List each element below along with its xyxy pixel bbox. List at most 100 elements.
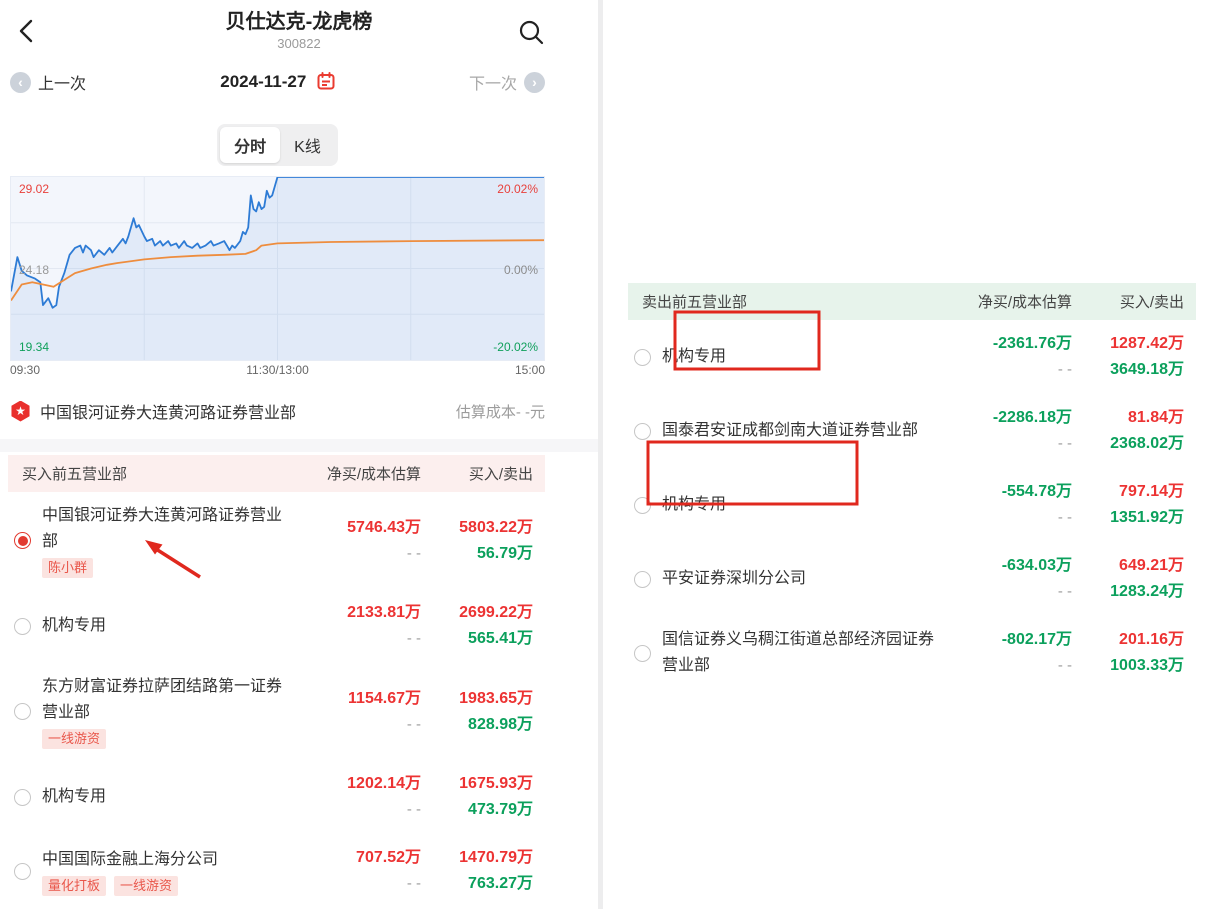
branch-radio[interactable] — [14, 788, 31, 806]
buy-table-row[interactable]: 中国国际金融上海分公司 量化打板 一线游资 707.52万 - - 1470.79万 763… — [8, 834, 545, 908]
branch-name: 中国银河证券大连黄河路证券营业部 — [42, 507, 283, 550]
buy-table-row[interactable]: 东方财富证券拉萨团结路第一证券营业部 一线游资 1154.67万 - - 1983.65… — [8, 663, 545, 760]
branch-name: 国信证券义乌稠江街道总部经济园证券营业部 — [662, 631, 935, 674]
buy-sell-cell: 1675.93万 473.79万 — [459, 775, 533, 818]
next-date-label: 下一次 — [468, 76, 517, 93]
buy-sell-cell: 649.21万 1283.24万 — [1110, 557, 1184, 600]
chart-x-axis: 09:30 11:30/13:00 15:00 — [10, 363, 545, 377]
branch-name: 东方财富证券拉萨团结路第一证券营业部 — [42, 678, 283, 721]
branch-name-block: 国信证券义乌稠江街道总部经济园证券营业部 — [662, 627, 952, 679]
left-panel: 贝仕达克-龙虎榜 300822 ‹ 上一次 2024-11-27 下一次 › — [0, 0, 598, 909]
buy-sell-cell: 1983.65万 828.98万 — [459, 689, 533, 733]
sell-table-row[interactable]: 国信证券义乌稠江街道总部经济园证券营业部 -802.17万 - - 201.16万 10… — [628, 616, 1196, 690]
sell-table-header: 卖出前五营业部 净买/成本估算 买入/卖出 — [628, 283, 1196, 320]
branch-name: 机构专用 — [662, 496, 727, 513]
branch-tag: 陈小群 — [42, 558, 94, 578]
right-panel: 卖出前五营业部 净买/成本估算 买入/卖出 机构专用 -2361.76万 - - 12… — [603, 0, 1208, 909]
section-divider — [0, 439, 598, 452]
x-tick-open: 09:30 — [10, 363, 41, 377]
branch-name-block: 中国国际金融上海分公司 量化打板 一线游资 — [42, 847, 301, 896]
buy-table-header: 买入前五营业部 净买/成本估算 买入/卖出 — [8, 455, 545, 492]
branch-tag: 量化打板 — [42, 875, 107, 896]
chart-price-high: 29.02 — [19, 182, 50, 196]
net-cost-cell: 1202.14万 - - — [347, 775, 421, 818]
sell-header-net: 净买/成本估算 — [977, 294, 1072, 311]
branch-name-block: 机构专用 — [42, 784, 301, 810]
buy-header-buysell: 买入/卖出 — [468, 466, 533, 483]
branch-name: 机构专用 — [662, 348, 727, 365]
net-cost-cell: -2361.76万 - - — [992, 335, 1072, 378]
branch-name: 平安证券深圳分公司 — [662, 570, 807, 587]
chart-pct-mid: 0.00% — [503, 263, 538, 277]
buy-table-rows: 中国银河证券大连黄河路证券营业部陈小群 5746.43万 - - 5803.22万 56… — [8, 492, 545, 908]
estimated-cost-label: 估算成本- -元 — [455, 403, 545, 421]
branch-radio[interactable] — [14, 617, 31, 635]
buy-sell-cell: 201.16万 1003.33万 — [1110, 631, 1184, 674]
chevron-right-circle-icon: › — [524, 71, 545, 93]
sell-table-row[interactable]: 机构专用 -554.78万 - - 797.14万 1351.92万 — [628, 468, 1196, 542]
buy-sell-cell: 5803.22万 56.79万 — [459, 518, 533, 562]
net-cost-cell: -2286.18万 - - — [992, 409, 1072, 452]
buy-header-name: 买入前五营业部 — [22, 466, 128, 483]
selected-branch-strip[interactable]: ★ 中国银河证券大连黄河路证券营业部 估算成本- -元 — [10, 392, 545, 430]
x-tick-midday: 11:30/13:00 — [246, 363, 309, 377]
branch-tag: 一线游资 — [42, 729, 107, 749]
buy-sell-cell: 2699.22万 565.41万 — [459, 604, 533, 647]
star-seal-icon: ★ — [11, 400, 30, 422]
branch-name-block: 机构专用 — [42, 613, 301, 639]
page-title: 贝仕达克-龙虎榜 — [225, 11, 373, 33]
chart-price-low: 19.34 — [19, 340, 50, 354]
tab-kline-chart[interactable]: K线 — [294, 139, 321, 156]
sell-table-row[interactable]: 国泰君安证成都剑南大道证券营业部 -2286.18万 - - 81.84万 2368.0… — [628, 394, 1196, 468]
branch-name-block: 国泰君安证成都剑南大道证券营业部 — [662, 418, 952, 444]
buy-sell-cell: 1287.42万 3649.18万 — [1110, 335, 1184, 378]
sell-table-rows: 机构专用 -2361.76万 - - 1287.42万 3649.18万国泰君安证成都剑… — [628, 320, 1196, 690]
branch-tags: 量化打板 一线游资 — [42, 875, 295, 896]
buy-sell-cell: 81.84万 2368.02万 — [1110, 409, 1184, 452]
buy-sell-cell: 1470.79万 763.27万 — [459, 849, 533, 892]
branch-radio[interactable] — [634, 422, 651, 440]
branch-tags: 一线游资 — [42, 729, 295, 749]
branch-radio[interactable] — [634, 570, 651, 588]
branch-radio[interactable] — [14, 703, 31, 720]
branch-name-block: 中国银河证券大连黄河路证券营业部陈小群 — [42, 503, 301, 578]
date-picker[interactable]: 2024-11-27 — [10, 72, 545, 92]
chart-pct-high: 20.02% — [497, 182, 538, 196]
intraday-chart-svg — [11, 177, 544, 360]
next-date-button[interactable]: 下一次 › — [469, 70, 545, 94]
chevron-left-circle-icon: ‹ — [10, 71, 31, 93]
net-cost-cell: 707.52万 - - — [356, 849, 421, 892]
branch-name-block: 机构专用 — [662, 344, 952, 370]
search-icon[interactable] — [517, 18, 545, 46]
chart-pct-low: -20.02% — [493, 340, 538, 354]
sell-header-buysell: 买入/卖出 — [1119, 294, 1184, 311]
branch-radio[interactable] — [634, 496, 651, 514]
sell-table-row[interactable]: 机构专用 -2361.76万 - - 1287.42万 3649.18万 — [628, 320, 1196, 394]
branch-tag: 一线游资 — [114, 875, 179, 896]
intraday-chart[interactable]: 29.02 20.02% 24.18 0.00% 19.34 -20.02% — [10, 176, 545, 361]
branch-radio[interactable] — [14, 862, 31, 880]
branch-name-block: 机构专用 — [662, 492, 952, 518]
prev-date-button[interactable]: ‹ 上一次 — [10, 70, 86, 94]
sell-header-name: 卖出前五营业部 — [642, 294, 748, 311]
tab-minute-chart[interactable]: 分时 — [220, 127, 281, 163]
net-cost-cell: 5746.43万 - - — [347, 518, 421, 562]
selected-branch-name: 中国银河证券大连黄河路证券营业部 — [40, 405, 297, 422]
net-cost-cell: 2133.81万 - - — [347, 604, 421, 647]
buy-table-row[interactable]: 机构专用 1202.14万 - - 1675.93万 473.79万 — [8, 760, 545, 834]
branch-name-block: 东方财富证券拉萨团结路第一证券营业部一线游资 — [42, 674, 301, 749]
net-cost-cell: -634.03万 - - — [1001, 557, 1072, 600]
branch-radio[interactable] — [634, 644, 651, 662]
branch-radio[interactable] — [634, 348, 651, 366]
prev-date-label: 上一次 — [38, 76, 87, 93]
branch-name: 机构专用 — [42, 788, 107, 805]
branch-radio[interactable] — [14, 532, 31, 549]
branch-name: 国泰君安证成都剑南大道证券营业部 — [662, 422, 919, 439]
buy-header-net: 净买/成本估算 — [326, 466, 421, 483]
chart-type-tabs: 分时 K线 — [0, 124, 555, 166]
date-nav: ‹ 上一次 2024-11-27 下一次 › — [10, 70, 545, 100]
back-icon[interactable] — [14, 18, 40, 44]
buy-table-row[interactable]: 机构专用 2133.81万 - - 2699.22万 565.41万 — [8, 589, 545, 663]
sell-table-row[interactable]: 平安证券深圳分公司 -634.03万 - - 649.21万 1283.24万 — [628, 542, 1196, 616]
buy-table-row[interactable]: 中国银河证券大连黄河路证券营业部陈小群 5746.43万 - - 5803.22万 56… — [8, 492, 545, 589]
